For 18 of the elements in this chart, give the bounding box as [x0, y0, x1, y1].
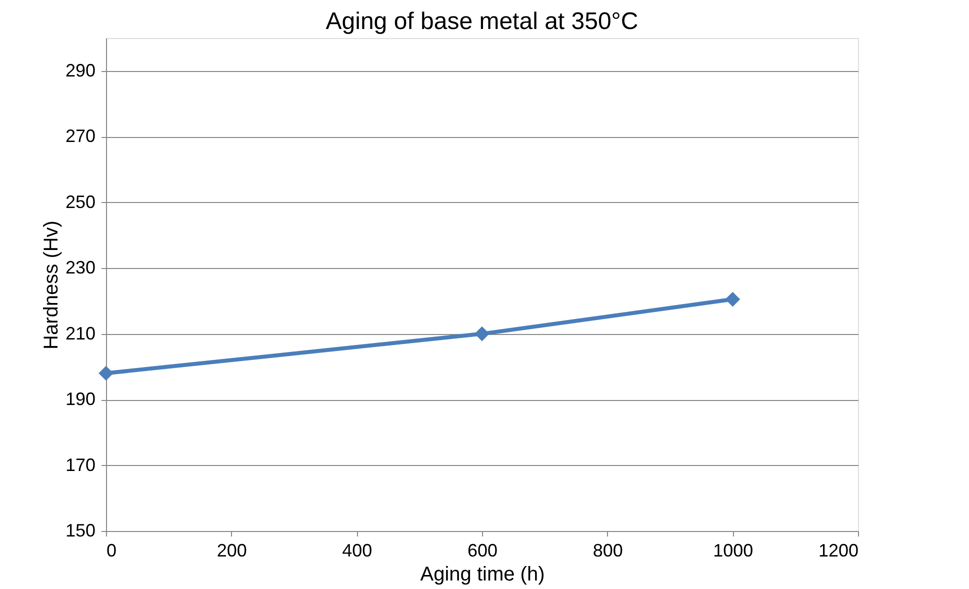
x-tick-label: 1200 — [818, 540, 858, 560]
y-tick-label: 250 — [65, 192, 96, 212]
y-axis-title: Hardness (Hv) — [40, 220, 62, 350]
chart-title: Aging of base metal at 350°C — [326, 8, 638, 35]
y-tick-label: 270 — [65, 126, 96, 146]
x-tick-label: 0 — [106, 540, 117, 560]
x-tick-label: 600 — [467, 540, 498, 560]
y-tick-label: 290 — [65, 60, 96, 80]
y-tick-label: 230 — [65, 258, 96, 278]
x-tick-label: 800 — [592, 540, 623, 560]
x-axis-title: Aging time (h) — [420, 564, 545, 586]
x-tick-label: 400 — [342, 540, 372, 560]
y-tick-label: 190 — [65, 389, 96, 410]
x-tick-label: 200 — [216, 540, 247, 560]
x-tick-label: 1000 — [713, 540, 754, 560]
y-tick-label: 210 — [65, 323, 96, 344]
y-tick-label: 170 — [65, 454, 96, 475]
y-tick-label: 150 — [65, 520, 96, 540]
